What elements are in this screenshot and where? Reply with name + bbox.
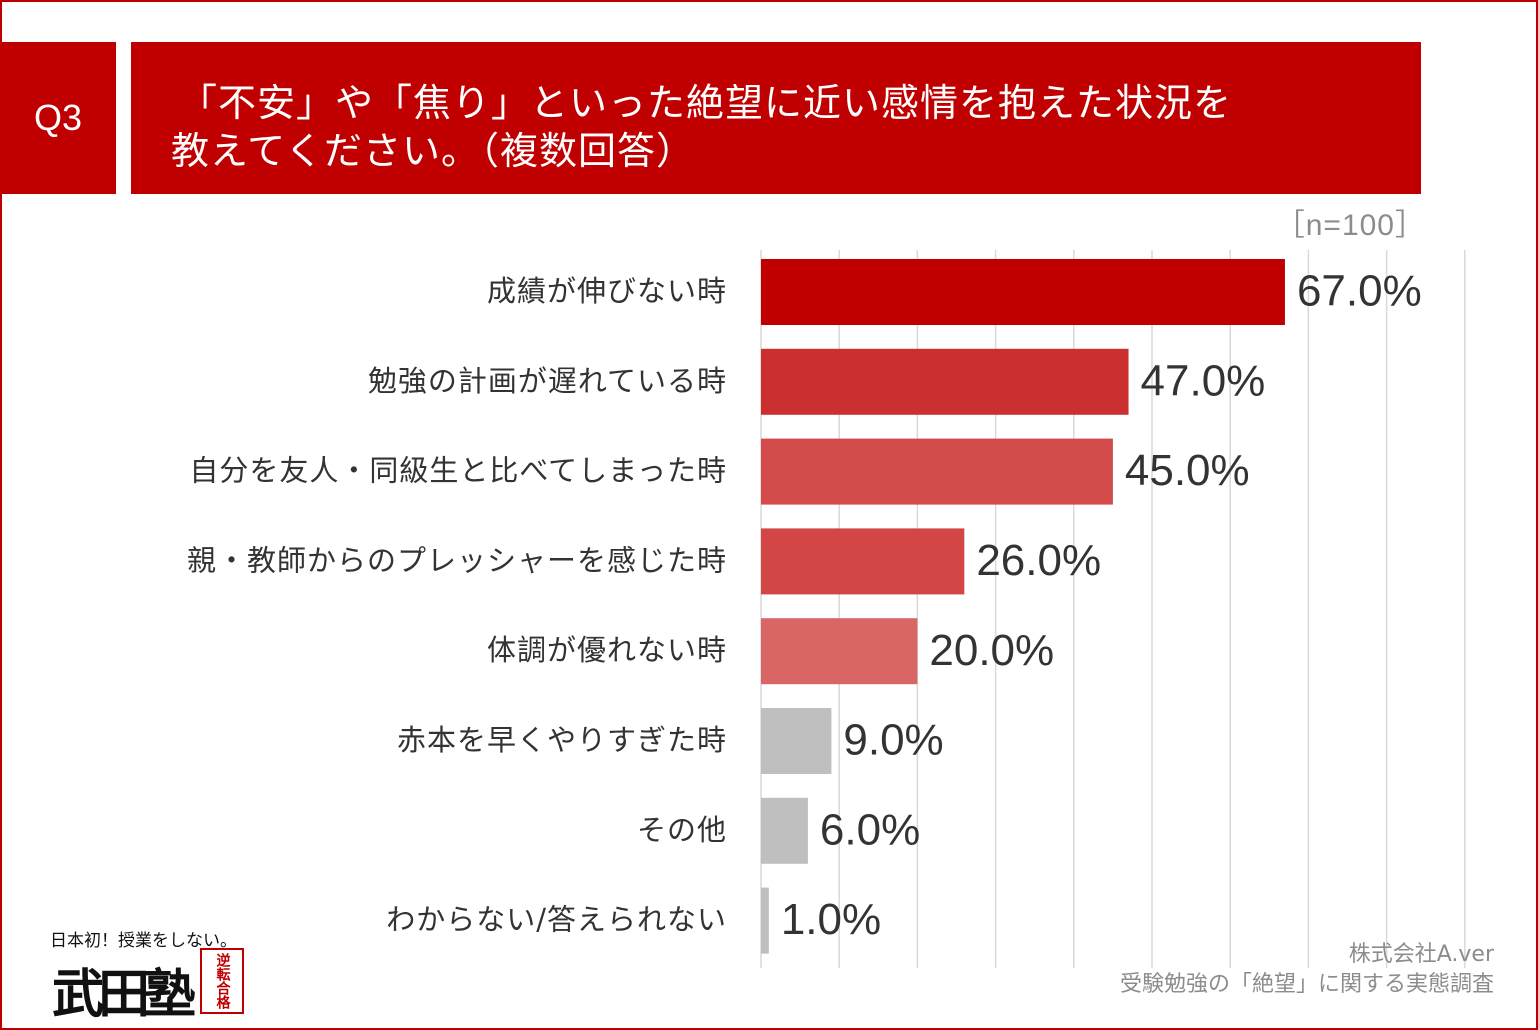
source-credit: 株式会社A.ver 受験勉強の「絶望」に関する実態調査 <box>1120 940 1494 1000</box>
value-label: 20.0% <box>929 626 1054 675</box>
question-number-badge: Q3 <box>0 42 116 194</box>
category-label: 親・教師からのプレッシャーを感じた時 <box>187 543 727 577</box>
value-label: 67.0% <box>1297 267 1422 316</box>
bar <box>761 708 832 774</box>
bar <box>761 887 769 954</box>
logo-stamp: 逆転合格 <box>200 948 244 1014</box>
question-title-line1: 「不安」や「焦り」といった絶望に近い感情を抱えた状況を <box>179 81 1233 125</box>
takedajuku-logo: 日本初！授業をしない。 武田塾 逆転合格 <box>50 926 250 1025</box>
bar <box>761 438 1113 505</box>
logo-stamp-text: 逆転合格 <box>214 953 231 1009</box>
category-label: 体調が優れない時 <box>487 633 727 667</box>
category-label: 自分を友人・同級生と比べてしまった時 <box>189 454 727 488</box>
bar <box>761 348 1129 415</box>
value-label: 9.0% <box>843 716 943 765</box>
sample-size-label: ［n=100］ <box>1274 209 1426 242</box>
credit-survey: 受験勉強の「絶望」に関する実態調査 <box>1119 972 1494 997</box>
bar <box>761 528 965 595</box>
bar <box>761 259 1285 325</box>
logo-tagline: 日本初！授業をしない。 <box>50 931 237 951</box>
question-title-line2: 教えてください。（複数回答） <box>171 129 695 173</box>
value-label: 6.0% <box>820 805 920 854</box>
category-label: 勉強の計画が遅れている時 <box>368 364 727 398</box>
value-label: 1.0% <box>781 895 881 944</box>
credit-company: 株式会社A.ver <box>1348 942 1494 967</box>
value-label: 26.0% <box>976 536 1101 585</box>
value-label: 45.0% <box>1125 446 1250 495</box>
category-label: わからない/答えられない <box>386 903 727 937</box>
bar <box>761 618 918 685</box>
logo-name: 武田塾 <box>52 964 196 1025</box>
value-label: 47.0% <box>1141 356 1266 405</box>
category-label: 赤本を早くやりすぎた時 <box>397 723 727 757</box>
question-title-band: 「不安」や「焦り」といった絶望に近い感情を抱えた状況を 教えてください。（複数回… <box>131 42 1421 194</box>
category-label: その他 <box>637 813 727 847</box>
bar <box>761 797 808 864</box>
category-label: 成績が伸びない時 <box>487 274 727 308</box>
